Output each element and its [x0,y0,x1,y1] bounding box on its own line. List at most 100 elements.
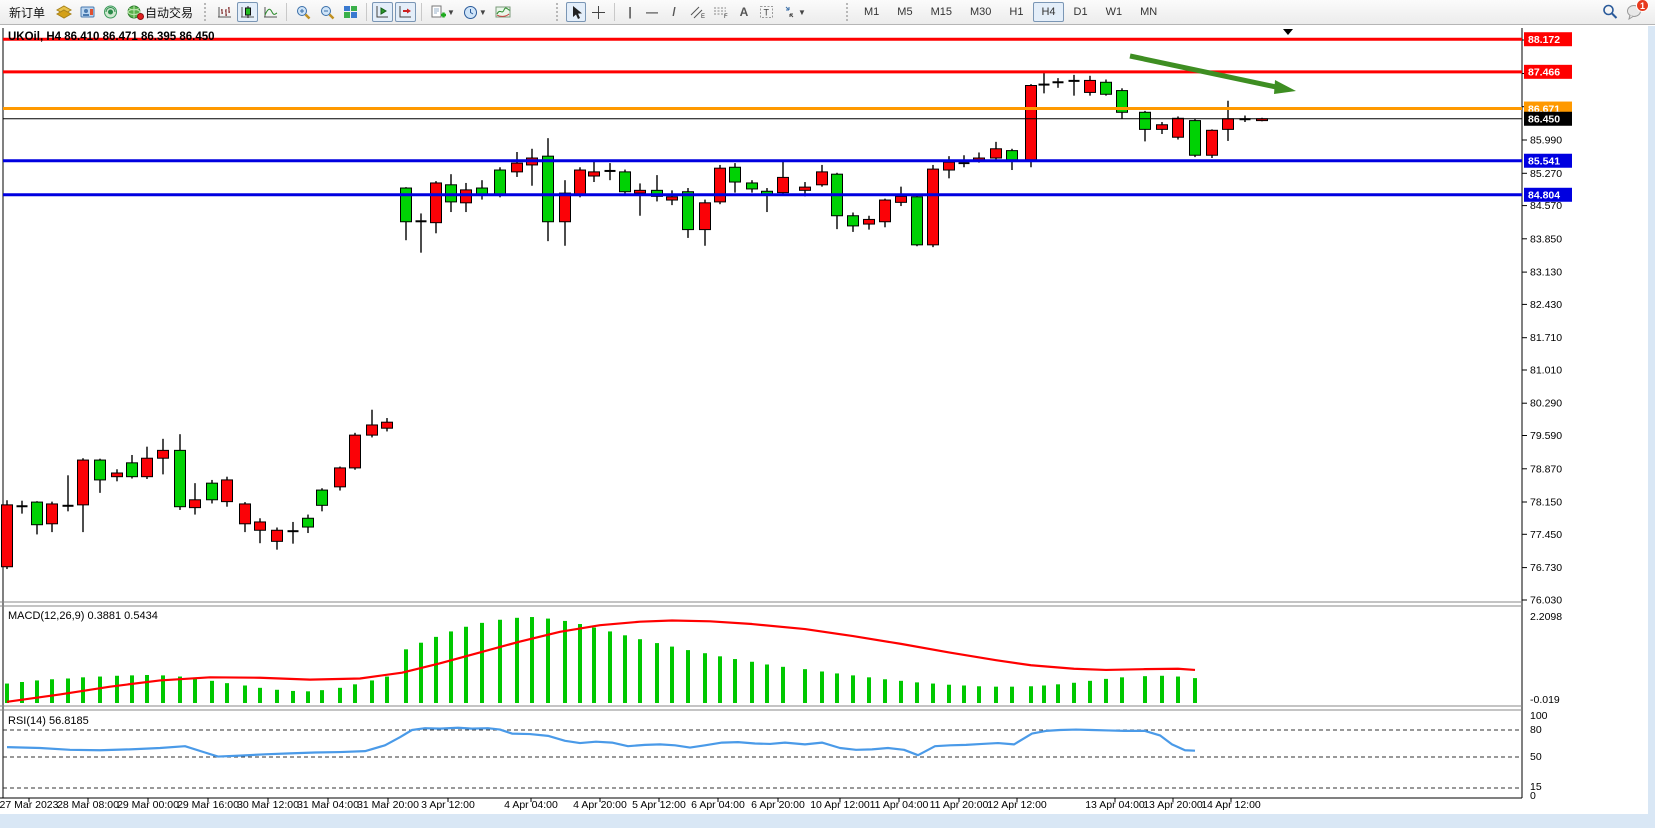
new-order-label: 新订单 [9,5,46,20]
candle [476,180,488,200]
signal-icon [103,5,118,19]
price-tick-label: 82.430 [1530,299,1562,311]
indicators-button[interactable] [492,2,514,22]
time-tick-label: 3 Apr 12:00 [421,799,475,811]
period-button[interactable]: ▼ [460,2,490,22]
chart-shift-icon [398,5,413,19]
time-tick-label: 14 Apr 12:00 [1201,799,1261,811]
candle [1,500,13,570]
candle [254,518,266,544]
time-tick-label: 29 Mar 16:00 [177,799,239,811]
trendline-tool-button[interactable]: / [664,2,684,22]
candle [381,418,393,432]
arrows-tool-button[interactable]: ▼ [779,2,809,22]
candle [111,469,123,482]
candle [494,167,506,198]
candle [682,188,694,238]
autotrade-button[interactable]: 自动交易 [123,2,199,22]
channel-tool-button[interactable]: E [686,2,708,22]
zoom-out-button[interactable] [316,2,338,22]
hline-tool-button[interactable]: — [642,2,662,22]
profile-button[interactable] [77,2,98,22]
chart-canvas[interactable]: 88.15087.43086.71085.99085.27084.57083.8… [0,26,1655,828]
timeframe-label: H4 [1041,6,1056,18]
candle [31,501,43,535]
price-tick-label: 78.870 [1530,463,1562,475]
chart-window[interactable]: 88.15087.43086.71085.99085.27084.57083.8… [0,26,1655,828]
chart-shift-button[interactable] [395,2,416,22]
fibonacci-tool-button[interactable]: F [710,2,732,22]
candle [911,194,923,247]
candle [126,454,138,479]
label-icon: T [759,5,774,19]
time-tick-label: 6 Apr 20:00 [751,799,805,811]
crosshair-tool-button[interactable] [588,2,609,22]
hline-icon: — [646,5,658,19]
candle [604,163,616,181]
timeframe-m15-button[interactable]: M15 [923,2,960,22]
candle [62,475,74,512]
timeframe-label: M30 [969,6,992,18]
new-order-button[interactable]: 新订单 [3,2,51,22]
candle [174,434,186,510]
candle [189,483,201,515]
chart-title: UKOil, H4 86.410 86.471 86.395 86.450 [8,31,215,43]
timeframe-d1-button[interactable]: D1 [1066,2,1096,22]
timeframe-h1-button[interactable]: H1 [1001,2,1031,22]
tile-windows-button[interactable] [340,2,361,22]
search-button[interactable] [1599,2,1621,22]
price-badge-label: 85.541 [1528,156,1560,168]
new-chart-button[interactable]: ▼ [427,2,458,22]
svg-text:E: E [701,14,705,19]
price-badge [1524,64,1572,79]
timeframe-m5-button[interactable]: M5 [889,2,920,22]
candle [927,164,939,248]
rsi-axis-label: 80 [1530,724,1542,736]
timeframe-m30-button[interactable]: M30 [962,2,999,22]
autotrade-globe-icon [126,5,145,20]
candle [634,183,646,216]
chat-button[interactable]: 1 [1623,0,1649,22]
label-tool-button[interactable]: T [756,2,777,22]
candle [141,446,153,479]
time-tick-label: 10 Apr 12:00 [810,799,870,811]
cursor-tool-button[interactable] [566,2,586,22]
candle [94,458,106,493]
templates-button[interactable] [53,2,75,22]
price-badge-label: 86.450 [1528,114,1560,126]
time-tick-label: 30 Mar 12:00 [237,799,299,811]
fibonacci-icon: F [713,5,729,19]
candle [1038,72,1050,94]
price-badge-label: 88.172 [1528,34,1560,46]
candlestick-mode-button[interactable] [237,2,258,22]
candle [526,148,538,186]
timeframe-h4-button[interactable]: H4 [1033,2,1064,22]
channel-icon: E [689,5,705,19]
time-tick-label: 11 Apr 20:00 [930,799,989,811]
time-tick-label: 29 Mar 00:00 [117,799,179,811]
timeframe-mn-button[interactable]: MN [1132,2,1165,22]
timeframe-m1-button[interactable]: M1 [856,2,887,22]
trendline-icon: / [672,5,676,19]
candle [559,180,571,246]
timeframe-w1-button[interactable]: W1 [1098,2,1131,22]
zoom-in-button[interactable] [292,2,314,22]
line-chart-mode-button[interactable] [260,2,281,22]
templates-icon [56,5,73,19]
cursor-icon [570,5,583,20]
rsi-axis-label: 0 [1530,790,1536,802]
time-tick-label: 13 Apr 20:00 [1143,799,1203,811]
indicators-icon [495,5,511,19]
macd-axis-label: -0.019 [1530,694,1560,706]
auto-scroll-button[interactable] [372,2,393,22]
candle [863,215,875,230]
price-tick-label: 85.270 [1530,168,1562,180]
vline-icon: | [628,5,632,19]
new-chart-icon [430,5,446,20]
chat-unread-badge: 1 [1636,0,1649,12]
signal-button[interactable] [100,2,121,22]
vline-tool-button[interactable]: | [620,2,640,22]
bar-chart-mode-button[interactable] [214,2,235,22]
text-tool-button[interactable]: A [734,2,754,22]
arrows-icon [782,5,797,19]
